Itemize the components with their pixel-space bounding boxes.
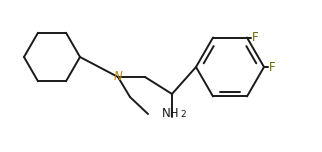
Text: N: N [114,71,122,83]
Text: 2: 2 [180,110,185,119]
Text: F: F [269,60,276,74]
Text: F: F [252,31,259,44]
Text: NH: NH [162,107,180,120]
